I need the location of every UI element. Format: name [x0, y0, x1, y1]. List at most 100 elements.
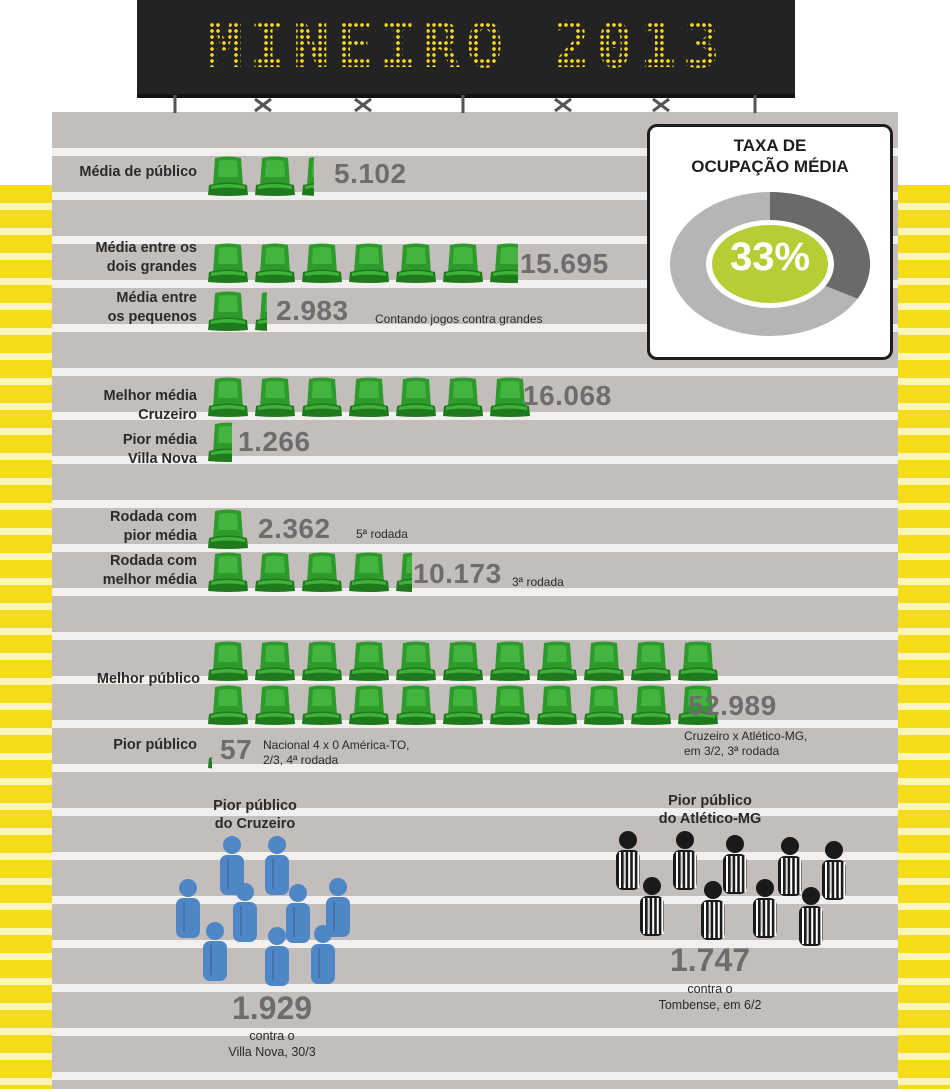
scoreboard: MINEIRO 2013 [137, 0, 795, 98]
fan-icon [774, 836, 806, 898]
seat-icon [254, 155, 296, 197]
occupancy-title: TAXA DE OCUPAÇÃO MÉDIA [650, 135, 890, 177]
atletico-note: contra o Tombense, em 6/2 [630, 981, 790, 1013]
seat-icon [630, 640, 672, 682]
fan-icon [282, 883, 314, 945]
note-pior-publico: Nacional 4 x 0 América-TO, 2/3, 4ª rodad… [263, 738, 410, 768]
seat-icon [207, 290, 249, 332]
partial-seat-icon [207, 421, 232, 463]
seat-icon [677, 684, 719, 726]
label-media-publico: Média de público [79, 164, 197, 180]
value-pior-publico: 57 [220, 734, 253, 765]
occupancy-panel: TAXA DE OCUPAÇÃO MÉDIA 33% [647, 124, 893, 360]
fan-icon [636, 876, 668, 938]
seat-row-pior-media [207, 421, 232, 463]
fan-icon [172, 878, 204, 940]
fan-icon [749, 878, 781, 940]
note-media-pequenos: Contando jogos contra grandes [375, 312, 543, 326]
label-line: Média entre [116, 290, 197, 306]
label-melhor-publico: Melhor público [96, 671, 200, 687]
fan-icon [307, 924, 339, 986]
page-title: MINEIRO 2013 [137, 10, 795, 82]
value-pior-media: 1.266 [238, 426, 311, 457]
note-line: Tombense, em 6/2 [658, 998, 762, 1012]
label-rodada-melhor: Rodada com melhor média [40, 552, 197, 590]
seat-icon [301, 684, 343, 726]
seat-icon [536, 684, 578, 726]
value-media-pequenos: 2.983 [276, 295, 349, 326]
label-line: Villa Nova [127, 451, 197, 467]
value-media-publico: 5.102 [334, 158, 407, 189]
seat-icon [301, 551, 343, 593]
label-line: pior média [123, 528, 197, 544]
seat-icon [207, 376, 249, 418]
seat-icon [489, 640, 531, 682]
fan-icon [229, 882, 261, 944]
seat-icon [442, 242, 484, 284]
seat-icon [301, 242, 343, 284]
seat-icon [254, 551, 296, 593]
seat-row-media-pequenos [207, 290, 267, 332]
title-line: Pior público [668, 793, 752, 809]
seat-icon [442, 640, 484, 682]
seat-icon [207, 684, 249, 726]
label-media-pequenos: Média entre os pequenos [40, 289, 197, 327]
seat-row-melhor-publico-2 [207, 684, 719, 726]
note-melhor-publico: Cruzeiro x Atlético-MG, em 3/2, 3ª rodad… [684, 729, 807, 759]
label-line: Rodada com [109, 553, 197, 569]
seat-icon [489, 376, 531, 418]
value-rodada-pior: 2.362 [258, 513, 331, 544]
seat-icon [207, 242, 249, 284]
label-line: Rodada com [109, 509, 197, 525]
value-media-grandes: 15.695 [520, 248, 609, 279]
fan-icon [669, 830, 701, 892]
cruzeiro-value: 1.929 [231, 990, 313, 1026]
seat-icon [254, 242, 296, 284]
seat-icon [395, 242, 437, 284]
note-line: Villa Nova, 30/3 [228, 1045, 316, 1059]
fan-icon [322, 877, 354, 939]
seat-row-rodada-melhor [207, 551, 412, 593]
label-line: Pior média [122, 432, 197, 448]
atletico-value: 1.747 [669, 942, 751, 978]
fan-icon [261, 926, 293, 988]
seat-icon [348, 551, 390, 593]
label-line: Média entre os [95, 240, 197, 256]
cruzeiro-title: Pior público do Cruzeiro [180, 797, 330, 833]
partial-seat-icon [489, 242, 518, 284]
label-rodada-pior: Rodada com pior média [40, 508, 197, 546]
seat-icon [254, 376, 296, 418]
seat-icon [301, 376, 343, 418]
fan-icon [818, 840, 850, 902]
seat-icon [395, 376, 437, 418]
note-line: Cruzeiro x Atlético-MG, [684, 729, 808, 743]
label-line: Melhor média [103, 388, 197, 404]
seat-icon [536, 640, 578, 682]
fan-icon [795, 886, 827, 948]
seat-row-melhor-publico-1 [207, 640, 719, 682]
seat-icon [348, 242, 390, 284]
seat-row-rodada-pior [207, 508, 249, 550]
fan-icon [261, 835, 293, 897]
seat-icon [583, 640, 625, 682]
seat-row-media-grandes [207, 242, 518, 284]
label-line: os pequenos [107, 309, 197, 325]
seat-icon [207, 155, 249, 197]
cruzeiro-note: contra o Villa Nova, 30/3 [192, 1028, 352, 1060]
value-melhor-publico: 52.989 [688, 690, 777, 721]
left-yellow-stripes [0, 185, 52, 1089]
seat-icon [207, 508, 249, 550]
occupancy-donut [670, 192, 870, 336]
scoreboard-truss [173, 95, 757, 113]
note-line: Nacional 4 x 0 América-TO, [263, 738, 410, 752]
partial-seat-icon [207, 728, 212, 770]
seat-icon [489, 684, 531, 726]
seat-icon [207, 640, 249, 682]
note-line: contra o [687, 982, 733, 996]
seat-icon [583, 684, 625, 726]
value-rodada-melhor: 10.173 [413, 558, 502, 589]
seat-row-melhor-media [207, 376, 531, 418]
title-line: do Cruzeiro [214, 816, 296, 832]
label-pior-media: Pior média Villa Nova [40, 431, 197, 469]
note-line: contra o [249, 1029, 295, 1043]
